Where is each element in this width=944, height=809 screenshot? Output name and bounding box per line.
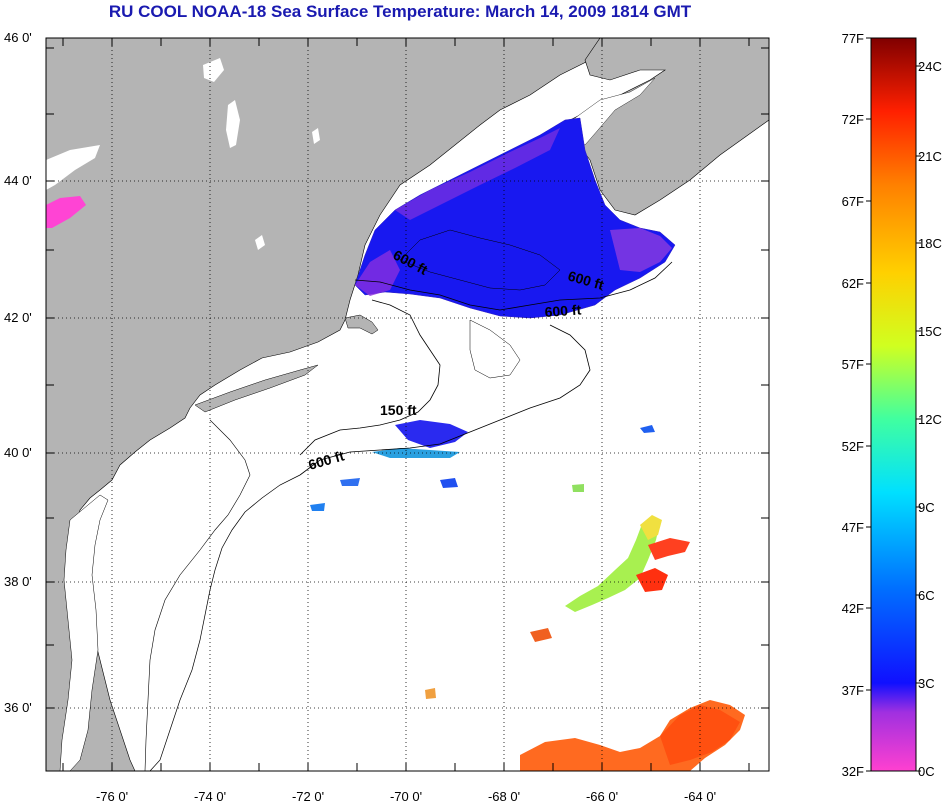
lat-label-46: 46 0' — [4, 30, 32, 45]
sst-south-patch-teal — [372, 448, 460, 458]
colorbar-ticks — [866, 37, 921, 772]
lon-label-64: -64 0' — [684, 789, 716, 804]
sst-warm-orange-1 — [530, 628, 552, 642]
sst-south-patch — [395, 420, 468, 448]
lake-sst-patch — [46, 196, 86, 228]
lake-champlain — [226, 100, 240, 148]
lat-label-44: 44 0' — [4, 173, 32, 188]
sst-speck-1 — [640, 425, 655, 433]
land-cape-cod — [344, 314, 379, 335]
sst-speck-5 — [572, 484, 584, 492]
small-lake-2 — [312, 128, 320, 144]
colorbar-f-77: 77F — [842, 31, 864, 46]
map-frame — [45, 37, 770, 772]
sst-speck-2 — [340, 478, 360, 486]
sst-scotian-purple — [610, 228, 672, 272]
sst-warm-orange-2 — [425, 688, 436, 699]
colorbar — [870, 37, 917, 772]
lat-label-42: 42 0' — [4, 310, 32, 325]
lat-label-40: 40 0' — [4, 445, 32, 460]
map-area — [46, 38, 769, 771]
frame-ticks — [46, 38, 769, 771]
sst-warm-red-1 — [648, 538, 690, 560]
lon-label-66: -66 0' — [586, 789, 618, 804]
lat-label-36: 36 0' — [4, 700, 32, 715]
map-title: RU COOL NOAA-18 Sea Surface Temperature:… — [108, 2, 692, 21]
lat-label-38: 38 0' — [4, 574, 32, 589]
colorbar-c-15: 15C — [918, 324, 942, 339]
contour-shelf-coast — [144, 419, 251, 771]
contour-600ft-gulf — [354, 261, 673, 311]
contour-600ft-south — [299, 324, 591, 476]
colorbar-f-42: 42F — [842, 601, 864, 616]
colorbar-c-24: 24C — [918, 59, 942, 74]
sst-speck-4 — [440, 478, 458, 488]
sst-warm-yellow — [640, 515, 662, 540]
colorbar-f-47: 47F — [842, 520, 864, 535]
lon-label-70: -70 0' — [390, 789, 422, 804]
colorbar-c-21: 21C — [918, 149, 942, 164]
colorbar-f-62: 62F — [842, 276, 864, 291]
lon-label-72: -72 0' — [292, 789, 324, 804]
sst-speck-3 — [310, 503, 325, 511]
land-long-island — [194, 364, 319, 413]
sst-warm-red-2 — [636, 568, 668, 592]
lon-label-68: -68 0' — [488, 789, 520, 804]
contour-label-600ft-3: 600 ft — [544, 301, 582, 320]
colorbar-c-0: 0C — [918, 764, 935, 779]
small-lake — [255, 235, 265, 250]
contour-gulf-inner — [399, 229, 561, 291]
colorbar-c-3: 3C — [918, 676, 935, 691]
lon-label-76: -76 0' — [96, 789, 128, 804]
colorbar-f-37: 37F — [842, 683, 864, 698]
colorbar-c-18: 18C — [918, 236, 942, 251]
colorbar-c-9: 9C — [918, 500, 935, 515]
sst-warm-filament — [565, 518, 660, 612]
colorbar-f-57: 57F — [842, 357, 864, 372]
lake-ontario — [46, 145, 100, 190]
colorbar-f-67: 67F — [842, 194, 864, 209]
grid-lines — [46, 38, 769, 771]
contour-georges — [469, 319, 521, 379]
lake-1 — [203, 58, 224, 82]
contour-150ft — [299, 299, 441, 456]
sst-gulf-purple-north — [395, 128, 560, 220]
contour-label-150ft: 150 ft — [380, 402, 417, 418]
chesapeake-bay — [59, 494, 109, 771]
colorbar-f-72: 72F — [842, 112, 864, 127]
colorbar-c-12: 12C — [918, 412, 942, 427]
lon-label-74: -74 0' — [194, 789, 226, 804]
colorbar-f-52: 52F — [842, 439, 864, 454]
colorbar-f-32: 32F — [842, 764, 864, 779]
colorbar-c-6: 6C — [918, 588, 935, 603]
